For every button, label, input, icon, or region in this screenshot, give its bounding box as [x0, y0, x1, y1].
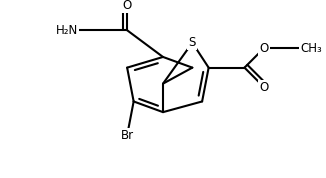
Text: CH₃: CH₃	[300, 41, 322, 55]
Text: O: O	[259, 81, 269, 94]
Text: O: O	[123, 0, 132, 12]
Text: O: O	[259, 41, 269, 55]
Text: S: S	[189, 36, 196, 49]
Text: Br: Br	[121, 129, 134, 142]
Text: H₂N: H₂N	[56, 24, 78, 37]
